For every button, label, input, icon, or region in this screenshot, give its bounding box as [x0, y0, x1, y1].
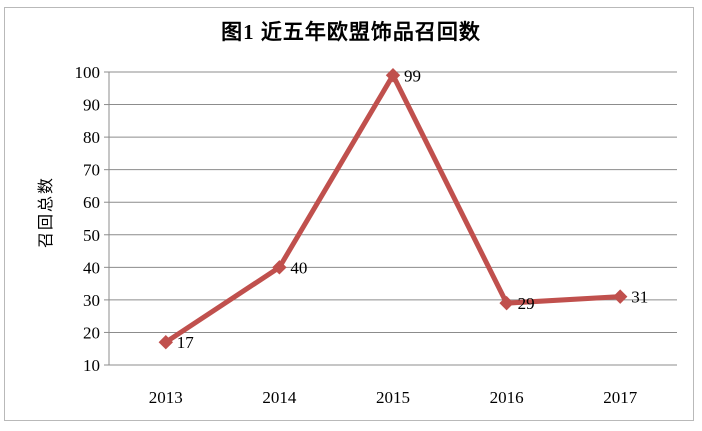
y-tick-label: 100 — [75, 63, 101, 82]
data-label: 99 — [404, 66, 421, 85]
data-label: 29 — [518, 294, 535, 313]
x-tick-label: 2015 — [376, 388, 410, 407]
data-point-marker — [272, 260, 287, 275]
data-label: 17 — [177, 333, 195, 352]
chart-title: 图1 近五年欧盟饰品召回数 — [221, 20, 481, 44]
y-tick-label: 50 — [83, 226, 100, 245]
y-tick-label: 30 — [83, 291, 100, 310]
y-tick-label: 10 — [83, 356, 100, 375]
x-tick-label: 2016 — [490, 388, 524, 407]
y-tick-label: 40 — [83, 258, 100, 277]
y-tick-label: 90 — [83, 96, 100, 115]
data-point-marker — [612, 289, 628, 304]
y-tick-label: 80 — [83, 128, 100, 147]
data-point-marker — [158, 335, 174, 350]
chart-outer-border — [4, 7, 694, 421]
series-line — [163, 70, 623, 345]
data-label: 40 — [290, 258, 307, 277]
x-tick-label: 2017 — [603, 388, 638, 407]
data-point-marker — [499, 295, 514, 311]
x-tick-label: 2014 — [262, 388, 297, 407]
y-tick-label: 20 — [83, 323, 100, 342]
x-tick-label: 2013 — [149, 388, 183, 407]
y-tick-label: 70 — [83, 161, 100, 180]
data-point-marker — [385, 68, 401, 83]
y-tick-label: 60 — [83, 193, 100, 212]
data-label: 31 — [631, 288, 648, 307]
